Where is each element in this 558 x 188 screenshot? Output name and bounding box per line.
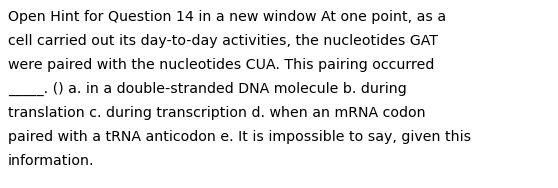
Text: information.: information. [8, 154, 94, 168]
Text: paired with a tRNA anticodon e. It is impossible to say, given this: paired with a tRNA anticodon e. It is im… [8, 130, 471, 144]
Text: Open Hint for Question 14 in a new window At one point, as a: Open Hint for Question 14 in a new windo… [8, 10, 446, 24]
Text: were paired with the nucleotides CUA. This pairing occurred: were paired with the nucleotides CUA. Th… [8, 58, 434, 72]
Text: _____. () a. in a double-stranded DNA molecule b. during: _____. () a. in a double-stranded DNA mo… [8, 82, 407, 96]
Text: cell carried out its day-to-day activities, the nucleotides GAT: cell carried out its day-to-day activiti… [8, 34, 438, 48]
Text: translation c. during transcription d. when an mRNA codon: translation c. during transcription d. w… [8, 106, 426, 120]
